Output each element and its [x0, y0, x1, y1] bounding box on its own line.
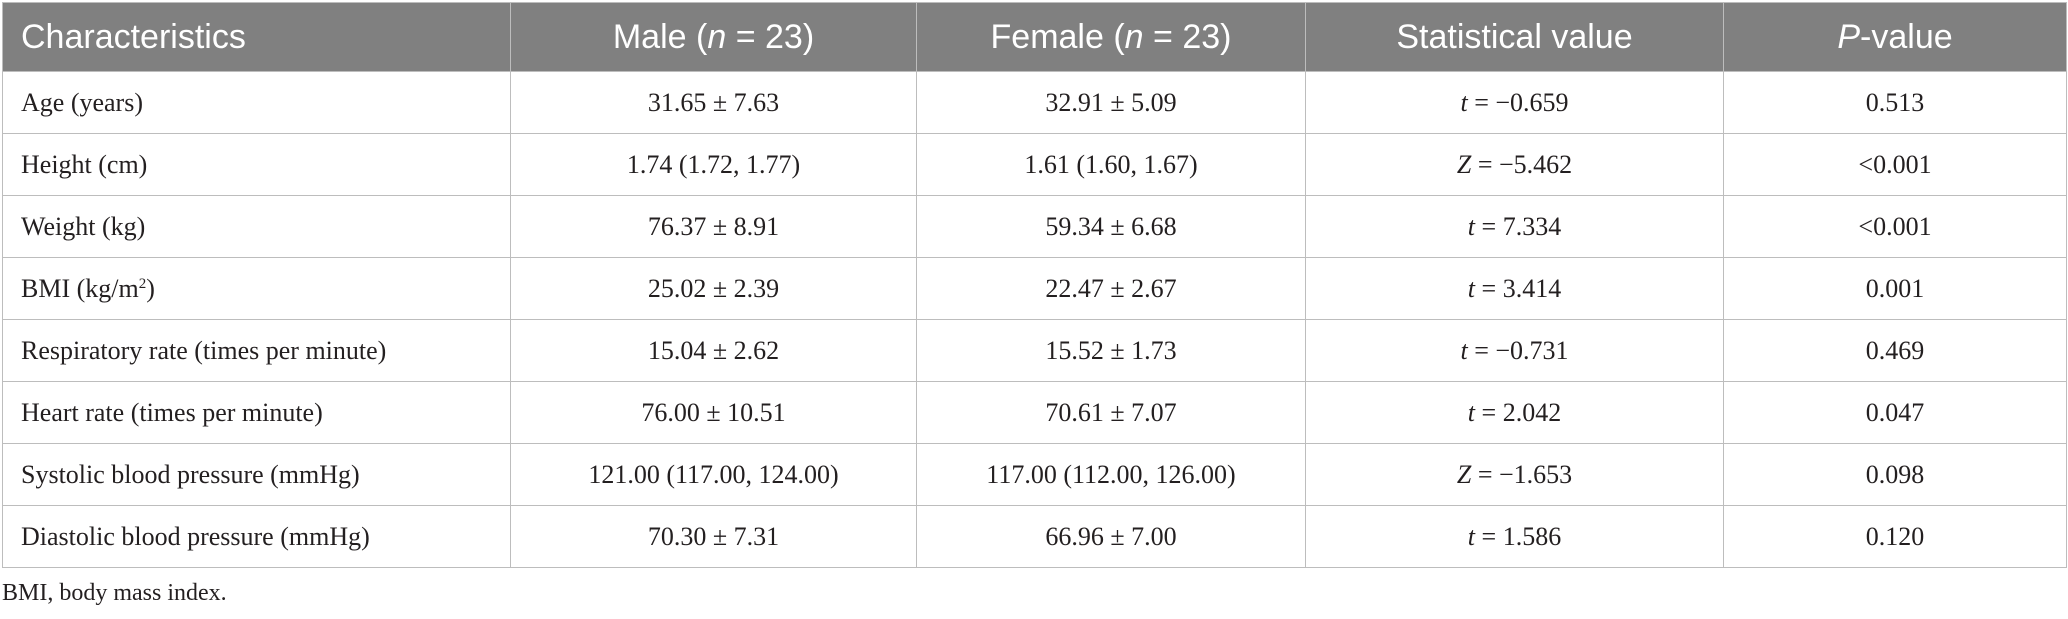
header-p-value: P-value	[1723, 2, 2067, 72]
male-value: 76.00 ± 10.51	[510, 381, 917, 444]
statistical-value: t = −0.659	[1305, 71, 1724, 134]
stat-symbol: t	[1467, 211, 1476, 241]
row-label: Heart rate (times per minute)	[2, 381, 511, 444]
row-label: Respiratory rate (times per minute)	[2, 319, 511, 382]
header-male: Male (n = 23)	[510, 2, 917, 72]
header-male-suffix: = 23)	[726, 17, 815, 56]
statistical-value: t = 7.334	[1305, 195, 1724, 258]
header-female-n: n	[1124, 17, 1144, 56]
stat-number: = −0.659	[1467, 87, 1569, 117]
statistical-value: Z = −5.462	[1305, 133, 1724, 196]
header-p-suffix: -value	[1860, 17, 1953, 56]
p-value: 0.047	[1723, 381, 2067, 444]
stat-number: = −5.462	[1471, 149, 1573, 179]
male-value: 25.02 ± 2.39	[510, 257, 917, 320]
header-male-prefix: Male (	[612, 17, 708, 56]
male-value: 15.04 ± 2.62	[510, 319, 917, 382]
stat-number: = −0.731	[1467, 335, 1569, 365]
male-value: 76.37 ± 8.91	[510, 195, 917, 258]
table-row: Age (years) 31.65 ± 7.63 32.91 ± 5.09 t …	[2, 71, 2067, 134]
header-female-suffix: = 23)	[1143, 17, 1232, 56]
stat-number: = −1.653	[1471, 459, 1573, 489]
header-p-italic: P	[1837, 17, 1861, 56]
stat-number: = 2.042	[1475, 397, 1562, 427]
table-row: Respiratory rate (times per minute) 15.0…	[2, 319, 2067, 382]
header-characteristics: Characteristics	[2, 2, 511, 72]
statistical-value: t = 2.042	[1305, 381, 1724, 444]
stat-symbol: t	[1467, 273, 1476, 303]
statistical-value: t = −0.731	[1305, 319, 1724, 382]
p-value: 0.469	[1723, 319, 2067, 382]
table-row: Height (cm) 1.74 (1.72, 1.77) 1.61 (1.60…	[2, 133, 2067, 196]
female-value: 66.96 ± 7.00	[916, 505, 1306, 568]
characteristics-table: Characteristics Male (n = 23) Female (n …	[2, 2, 2067, 568]
female-value: 59.34 ± 6.68	[916, 195, 1306, 258]
stat-number: = 1.586	[1475, 521, 1562, 551]
stat-symbol: t	[1467, 397, 1476, 427]
stat-symbol: t	[1460, 335, 1468, 365]
female-value: 70.61 ± 7.07	[916, 381, 1306, 444]
row-label: Age (years)	[2, 71, 511, 134]
female-value: 1.61 (1.60, 1.67)	[916, 133, 1306, 196]
header-female-prefix: Female (	[990, 17, 1125, 56]
male-value: 121.00 (117.00, 124.00)	[510, 443, 917, 506]
male-value: 1.74 (1.72, 1.77)	[510, 133, 917, 196]
female-value: 32.91 ± 5.09	[916, 71, 1306, 134]
header-statistical-value: Statistical value	[1305, 2, 1724, 72]
table-row: Heart rate (times per minute) 76.00 ± 10…	[2, 381, 2067, 444]
header-female: Female (n = 23)	[916, 2, 1306, 72]
table-row: Diastolic blood pressure (mmHg) 70.30 ± …	[2, 505, 2067, 568]
row-label: BMI (kg/m2)	[2, 257, 511, 320]
header-row: Characteristics Male (n = 23) Female (n …	[2, 2, 2067, 72]
table-header: Characteristics Male (n = 23) Female (n …	[2, 2, 2067, 72]
p-value: 0.120	[1723, 505, 2067, 568]
female-value: 117.00 (112.00, 126.00)	[916, 443, 1306, 506]
row-label-text: BMI (kg/m	[21, 273, 139, 303]
row-label: Height (cm)	[2, 133, 511, 196]
stat-symbol: t	[1460, 87, 1468, 117]
male-value: 70.30 ± 7.31	[510, 505, 917, 568]
stat-symbol: Z	[1456, 459, 1472, 489]
p-value: 0.001	[1723, 257, 2067, 320]
row-label: Systolic blood pressure (mmHg)	[2, 443, 511, 506]
stat-number: = 7.334	[1475, 211, 1562, 241]
female-value: 15.52 ± 1.73	[916, 319, 1306, 382]
row-label: Weight (kg)	[2, 195, 511, 258]
statistical-value: t = 3.414	[1305, 257, 1724, 320]
p-value: 0.513	[1723, 71, 2067, 134]
row-label-superscript: 2	[138, 275, 147, 292]
row-label: Diastolic blood pressure (mmHg)	[2, 505, 511, 568]
statistical-value: t = 1.586	[1305, 505, 1724, 568]
row-label-end: )	[146, 273, 155, 303]
table-row: Weight (kg) 76.37 ± 8.91 59.34 ± 6.68 t …	[2, 195, 2067, 258]
male-value: 31.65 ± 7.63	[510, 71, 917, 134]
p-value: <0.001	[1723, 133, 2067, 196]
characteristics-table-container: Characteristics Male (n = 23) Female (n …	[2, 2, 2067, 568]
table-row: BMI (kg/m2) 25.02 ± 2.39 22.47 ± 2.67 t …	[2, 257, 2067, 320]
stat-symbol: t	[1467, 521, 1476, 551]
p-value: 0.098	[1723, 443, 2067, 506]
table-row: Systolic blood pressure (mmHg) 121.00 (1…	[2, 443, 2067, 506]
p-value: <0.001	[1723, 195, 2067, 258]
table-footnote: BMI, body mass index.	[2, 580, 227, 606]
stat-symbol: Z	[1456, 149, 1472, 179]
header-male-n: n	[707, 17, 727, 56]
female-value: 22.47 ± 2.67	[916, 257, 1306, 320]
table-body: Age (years) 31.65 ± 7.63 32.91 ± 5.09 t …	[2, 71, 2067, 568]
stat-number: = 3.414	[1475, 273, 1562, 303]
statistical-value: Z = −1.653	[1305, 443, 1724, 506]
